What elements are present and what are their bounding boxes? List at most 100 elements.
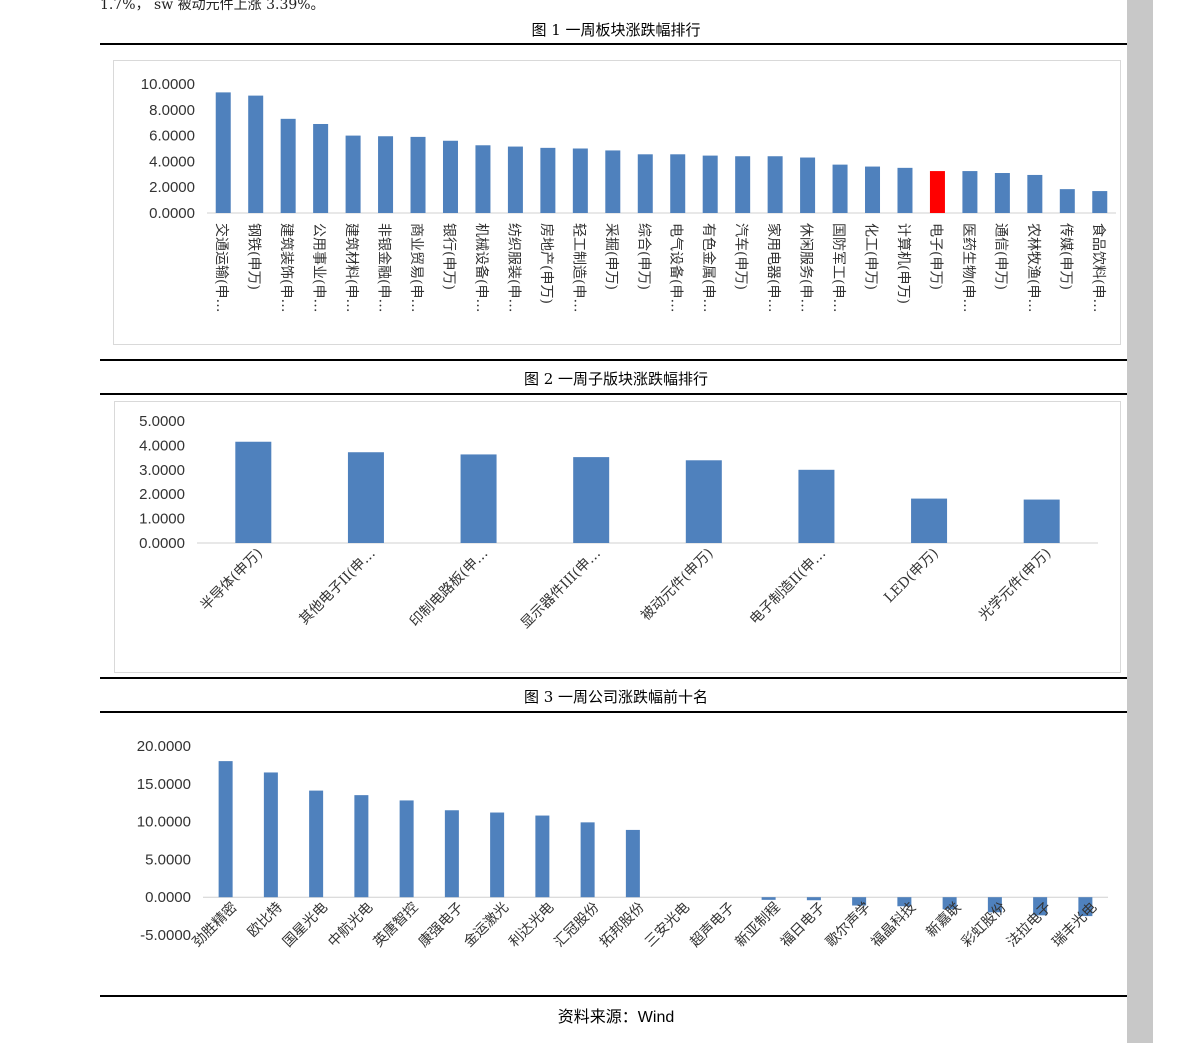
x-tick-label: 机械设备(申… — [473, 223, 490, 312]
bar — [929, 171, 945, 213]
chart-sector-weekly-change: 0.0000 2.0000 4.0000 6.0000 8.0000 10.0000 交通运… — [141, 76, 1116, 312]
x-tick-label: 综合(申万) — [635, 223, 651, 290]
x-tick-label: 三安光电 — [642, 900, 693, 951]
bar — [1078, 897, 1093, 917]
figure-2-frame: 0.0000 1.0000 2.0000 3.0000 4.0000 5.0000 半导体(… — [114, 401, 1121, 673]
bar — [573, 457, 610, 543]
bar — [218, 761, 233, 898]
bar — [1033, 897, 1048, 916]
x-tick-label: 新亚制程 — [733, 900, 784, 951]
y-tick-label: 1.0000 — [139, 511, 185, 528]
chart-top-companies-weekly-change: -5.0000 0.0000 5.0000 10.0000 15.0000 20.0000… — [137, 738, 1108, 951]
x-tick-label: 被动元件(申万) — [638, 546, 716, 624]
x-tick-label: 钢铁(申万) — [246, 223, 262, 290]
x-tick-label: 印制电路板(申… — [407, 546, 491, 630]
x-tick-label: 轻工制造(申… — [570, 223, 586, 312]
x-tick-label: 商业贸易(申… — [408, 223, 424, 312]
bar — [460, 454, 497, 543]
x-tick-label: 康强电子 — [415, 899, 467, 951]
bar — [1027, 174, 1043, 213]
bar — [625, 829, 640, 898]
source-note: 资料来源：Wind — [100, 1003, 1132, 1027]
bar — [475, 145, 491, 213]
bar — [248, 95, 264, 213]
y-tick-label: 8.0000 — [149, 102, 195, 119]
x-tick-label: 纺织服装(申… — [505, 223, 521, 312]
x-tick-label: 电子(申万) — [927, 223, 943, 290]
x-tick-label: 公用事业(申… — [311, 223, 327, 312]
bar — [685, 460, 722, 543]
bar — [442, 140, 458, 213]
x-tick-label: 化工(申万) — [863, 223, 879, 290]
x-tick-label: 医药生物(申… — [960, 223, 976, 312]
x-tick-label: 彩虹股份 — [959, 900, 1010, 951]
bar — [832, 164, 848, 213]
bar — [444, 810, 459, 898]
x-tick-label: 利达光电 — [506, 900, 557, 951]
x-tick-label: 光学元件(申万) — [976, 546, 1054, 624]
figure-1-top-rule — [100, 43, 1132, 45]
x-tick-label: 休闲服务(申… — [798, 223, 814, 312]
x-tick-label: 非银金融(申… — [376, 223, 392, 312]
x-tick-label: 银行(申万) — [440, 223, 456, 290]
bar — [345, 135, 361, 213]
scrollbar-track[interactable] — [1127, 0, 1153, 1043]
x-tick-label: 中航光电 — [325, 900, 376, 951]
x-tick-label: 传媒(申万) — [1057, 223, 1073, 290]
y-tick-label: 4.0000 — [149, 153, 195, 170]
y-tick-label: 5.0000 — [139, 413, 185, 430]
bar — [987, 897, 1002, 913]
x-tick-label: 福晶科技 — [868, 900, 919, 951]
figure-3-caption: 图 3 一周公司涨跌幅前十名 — [523, 688, 709, 706]
bar — [852, 897, 867, 906]
bar — [490, 812, 505, 898]
y-tick-label: 6.0000 — [149, 128, 195, 145]
y-tick-label: 10.0000 — [137, 814, 191, 831]
chart-subsector-weekly-change: 0.0000 1.0000 2.0000 3.0000 4.0000 5.0000 半导体(… — [139, 413, 1098, 632]
y-tick-label: -5.0000 — [140, 927, 191, 944]
x-tick-label: 汽车(申万) — [733, 223, 750, 290]
bar — [637, 154, 653, 213]
y-tick-label: 0.0000 — [145, 889, 191, 906]
source-value: Wind — [637, 1009, 675, 1026]
x-tick-label: 其他电子II(申… — [296, 546, 378, 628]
bar — [215, 92, 231, 213]
figure-3-frame: -5.0000 0.0000 5.0000 10.0000 15.0000 20.0000… — [102, 715, 1132, 995]
intro-text-fragment: 1.7%， sw 被动元件上涨 3.39%。 — [100, 0, 325, 13]
figure-1-bottom-rule — [100, 359, 1132, 361]
bar — [735, 156, 751, 213]
bar — [309, 790, 324, 898]
bar — [761, 897, 776, 900]
y-tick-label: 3.0000 — [139, 462, 185, 479]
figure-3-bottom-rule — [100, 995, 1132, 997]
bar — [605, 150, 621, 213]
bar — [1092, 191, 1108, 213]
bar — [263, 772, 278, 898]
y-tick-label: 5.0000 — [145, 851, 191, 868]
x-tick-label: 福日电子 — [778, 900, 829, 951]
bar — [507, 146, 523, 213]
bar — [994, 173, 1010, 213]
x-tick-label: 计算机(申万) — [895, 223, 911, 304]
x-tick-label: 交通运输(申… — [213, 223, 230, 312]
x-tick-label: 电气设备(申… — [668, 223, 685, 312]
x-tick-label: 电子制造II(申… — [747, 546, 829, 628]
figure-1-caption: 图 1 一周板块涨跌幅排行 — [531, 21, 701, 39]
bar — [378, 136, 394, 213]
x-tick-label: 采掘(申万) — [603, 223, 619, 290]
x-tick-label: 食品饮料(申… — [1090, 223, 1107, 312]
x-tick-label: 通信(申万) — [992, 223, 1008, 290]
x-tick-label: 拓邦股份 — [597, 900, 648, 951]
bar — [767, 156, 783, 213]
x-tick-label: 半导体(申万) — [198, 546, 267, 615]
figure-2-caption: 图 2 一周子版块涨跌幅排行 — [523, 370, 709, 388]
bar — [572, 148, 588, 213]
bar — [399, 800, 414, 898]
x-tick-label: 汇冠股份 — [552, 900, 603, 951]
x-tick-label: 显示器件III(申… — [518, 546, 604, 632]
x-tick-label: 建筑材料(申… — [343, 223, 359, 312]
figure-3-top-rule — [100, 711, 1132, 713]
bar — [280, 118, 296, 213]
bar — [865, 166, 881, 213]
bar — [702, 155, 718, 213]
